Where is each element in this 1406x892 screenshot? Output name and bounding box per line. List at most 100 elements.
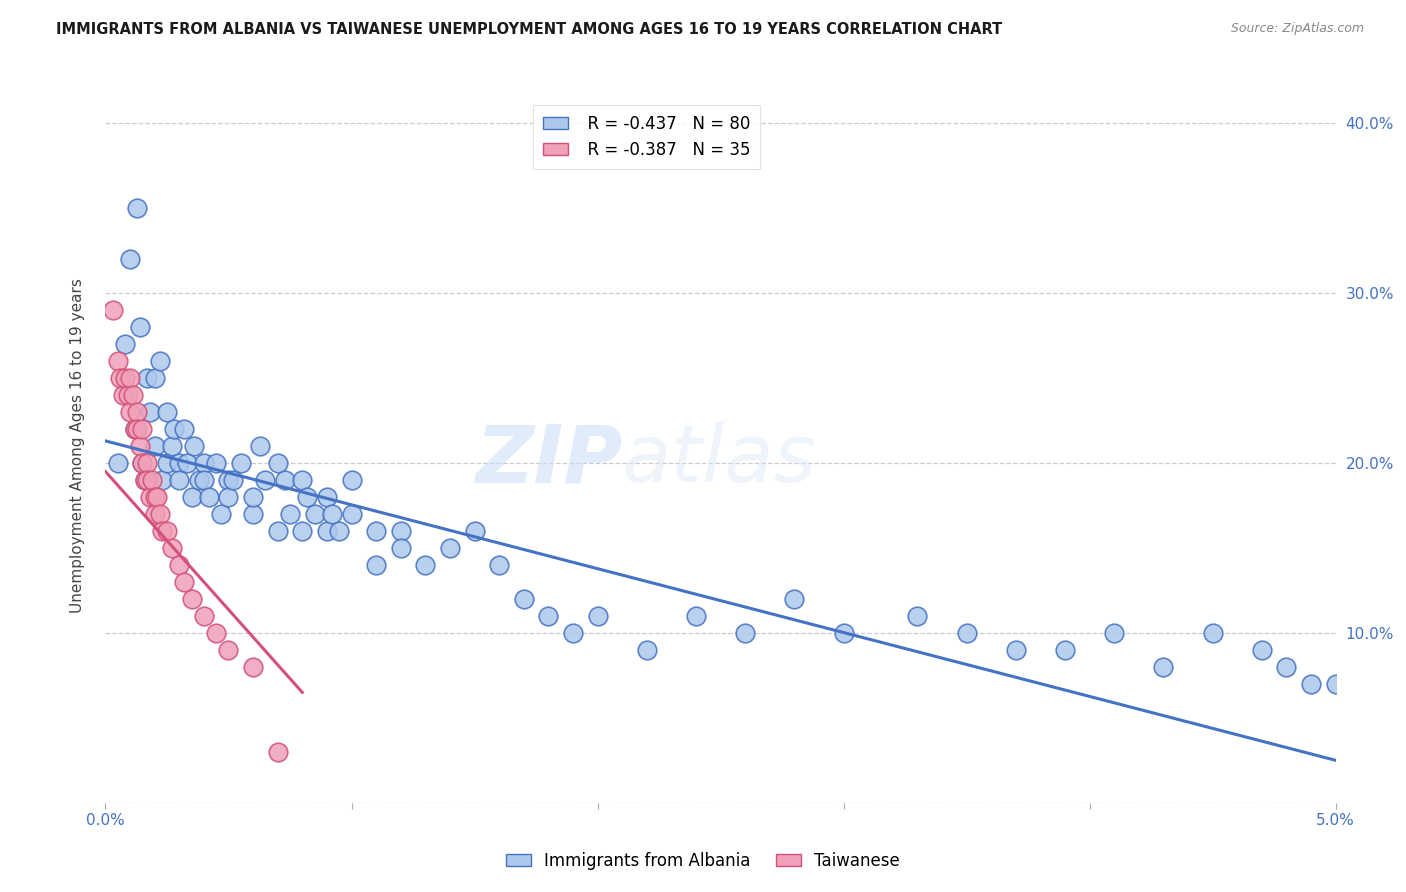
Point: [143, 439, 166, 453]
Point: [176, 456, 198, 470]
Point: [340, 473, 363, 487]
Point: [389, 541, 412, 555]
Point: [107, 456, 129, 470]
Point: [488, 558, 510, 572]
Point: [205, 626, 228, 640]
Point: [315, 490, 337, 504]
Point: [304, 507, 326, 521]
Point: [120, 371, 141, 385]
Point: [366, 524, 388, 538]
Point: [1004, 643, 1026, 657]
Point: [254, 473, 277, 487]
Point: [464, 524, 486, 538]
Point: [156, 456, 179, 470]
Point: [1324, 677, 1347, 691]
Point: [513, 591, 536, 606]
Point: [328, 524, 350, 538]
Point: [278, 507, 301, 521]
Point: [114, 371, 136, 385]
Point: [136, 456, 159, 470]
Point: [117, 388, 139, 402]
Point: [136, 371, 159, 385]
Point: [150, 524, 173, 538]
Point: [131, 422, 153, 436]
Point: [169, 456, 191, 470]
Point: [218, 643, 240, 657]
Point: [101, 303, 124, 318]
Point: [267, 524, 290, 538]
Point: [131, 456, 153, 470]
Point: [134, 473, 156, 487]
Text: Source: ZipAtlas.com: Source: ZipAtlas.com: [1230, 22, 1364, 36]
Point: [366, 558, 388, 572]
Text: ZIP: ZIP: [475, 421, 621, 500]
Point: [149, 354, 172, 368]
Point: [160, 541, 183, 555]
Point: [197, 490, 219, 504]
Point: [267, 456, 290, 470]
Point: [150, 473, 173, 487]
Point: [139, 405, 162, 419]
Point: [636, 643, 658, 657]
Point: [183, 439, 205, 453]
Point: [297, 490, 319, 504]
Point: [267, 745, 290, 759]
Point: [1301, 677, 1323, 691]
Point: [134, 473, 156, 487]
Point: [242, 490, 264, 504]
Point: [163, 422, 186, 436]
Point: [439, 541, 461, 555]
Point: [562, 626, 585, 640]
Point: [111, 388, 134, 402]
Point: [146, 490, 169, 504]
Point: [242, 660, 264, 674]
Point: [783, 591, 806, 606]
Point: [229, 456, 252, 470]
Point: [149, 507, 172, 521]
Y-axis label: Unemployment Among Ages 16 to 19 years: Unemployment Among Ages 16 to 19 years: [70, 278, 84, 614]
Point: [1054, 643, 1077, 657]
Point: [124, 422, 146, 436]
Point: [205, 456, 228, 470]
Point: [222, 473, 245, 487]
Point: [1104, 626, 1126, 640]
Point: [537, 608, 560, 623]
Point: [160, 439, 183, 453]
Point: [110, 371, 132, 385]
Point: [188, 473, 211, 487]
Point: [156, 524, 179, 538]
Point: [1153, 660, 1175, 674]
Point: [274, 473, 297, 487]
Point: [193, 608, 215, 623]
Legend: Immigrants from Albania, Taiwanese: Immigrants from Albania, Taiwanese: [499, 846, 907, 877]
Point: [180, 490, 202, 504]
Point: [242, 507, 264, 521]
Text: IMMIGRANTS FROM ALBANIA VS TAIWANESE UNEMPLOYMENT AMONG AGES 16 TO 19 YEARS CORR: IMMIGRANTS FROM ALBANIA VS TAIWANESE UNE…: [56, 22, 1002, 37]
Point: [127, 405, 149, 419]
Point: [415, 558, 437, 572]
Point: [124, 422, 146, 436]
Point: [173, 422, 195, 436]
Point: [156, 405, 179, 419]
Point: [169, 558, 191, 572]
Point: [907, 608, 929, 623]
Legend:   R = -0.437   N = 80,   R = -0.387   N = 35: R = -0.437 N = 80, R = -0.387 N = 35: [533, 104, 761, 169]
Point: [120, 252, 141, 266]
Point: [832, 626, 855, 640]
Point: [218, 473, 240, 487]
Point: [127, 201, 149, 215]
Point: [107, 354, 129, 368]
Point: [1201, 626, 1223, 640]
Point: [1275, 660, 1298, 674]
Point: [685, 608, 707, 623]
Point: [131, 456, 153, 470]
Text: atlas: atlas: [621, 421, 817, 500]
Point: [114, 337, 136, 351]
Point: [129, 320, 152, 334]
Point: [121, 388, 143, 402]
Point: [169, 473, 191, 487]
Point: [139, 490, 162, 504]
Point: [340, 507, 363, 521]
Point: [291, 524, 314, 538]
Point: [734, 626, 756, 640]
